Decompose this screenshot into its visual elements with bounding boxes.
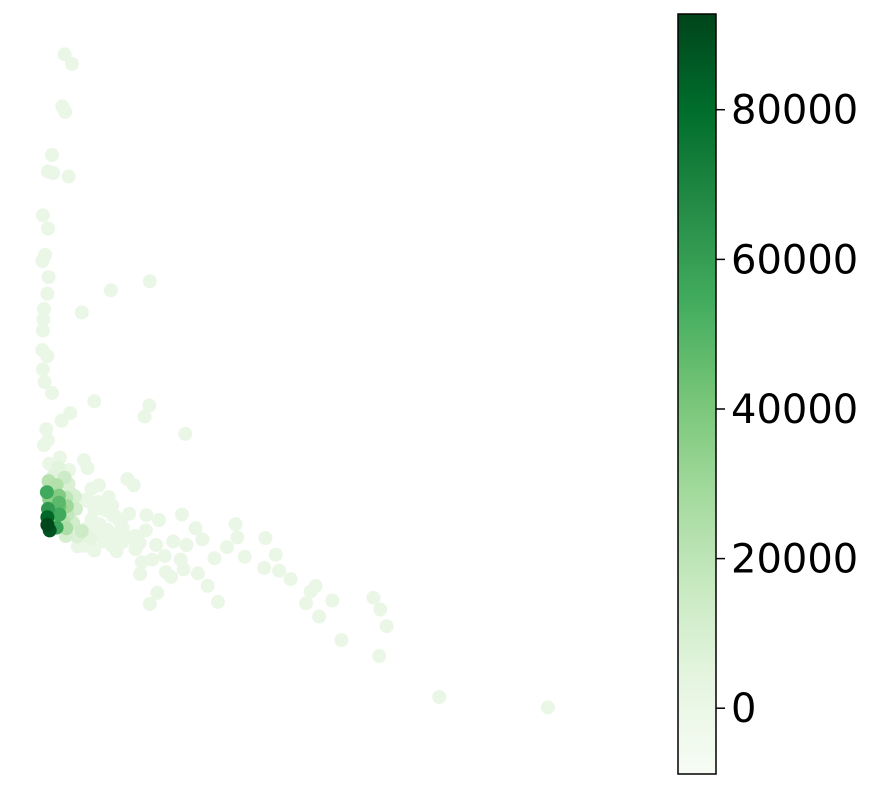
- scatter-point: [268, 547, 283, 562]
- scatter-point: [128, 529, 142, 543]
- scatter-point: [308, 578, 323, 593]
- scatter-point: [39, 422, 54, 437]
- scatter-point: [164, 569, 178, 584]
- scatter-point: [195, 532, 210, 547]
- scatter-point: [188, 521, 203, 536]
- scatter-point: [373, 602, 388, 617]
- colorbar-tick-label: 80000: [731, 88, 858, 134]
- colorbar: 0 20000 40000 60000 80000: [677, 13, 858, 775]
- scatter-point: [166, 534, 181, 549]
- scatter-point: [61, 169, 76, 184]
- scatter-point: [283, 572, 298, 586]
- scatter-point: [312, 609, 327, 624]
- scatter-point: [540, 700, 555, 715]
- scatter-point: [35, 208, 50, 223]
- scatter-point: [40, 349, 55, 364]
- scatter-point: [176, 562, 191, 577]
- scatter-point: [258, 531, 273, 545]
- scatter-point: [179, 538, 194, 552]
- scatter-point: [149, 538, 164, 552]
- scatter-point: [142, 398, 157, 413]
- scatter-point: [41, 221, 55, 236]
- scatter-point: [190, 566, 205, 581]
- scatter-point: [54, 413, 69, 428]
- colorbar-ticks: 0 20000 40000 60000 80000: [716, 88, 858, 732]
- scatter-point: [174, 507, 189, 522]
- scatter-point: [299, 596, 313, 611]
- scatter-point: [74, 305, 89, 320]
- scatter-point: [138, 523, 153, 538]
- colorbar-gradient: [678, 14, 716, 774]
- scatter-point: [74, 524, 89, 539]
- scatter-point: [51, 495, 66, 510]
- scatter-point: [91, 478, 106, 493]
- scatter-point: [142, 597, 157, 611]
- scatter-point: [157, 549, 172, 564]
- colorbar-tick-label: 60000: [731, 237, 858, 283]
- scatter-point: [237, 549, 252, 564]
- scatter-point: [58, 104, 73, 119]
- scatter-point: [228, 517, 243, 532]
- scatter-point: [257, 560, 272, 575]
- scatter-point: [108, 509, 123, 524]
- scatter-point: [334, 633, 349, 648]
- scatter-point: [207, 551, 222, 566]
- scatter-point: [41, 270, 56, 285]
- scatter-point: [325, 593, 340, 608]
- scatter-point: [122, 506, 137, 521]
- scatter-point: [210, 594, 225, 609]
- scatter-point: [372, 649, 387, 663]
- scatter-point: [52, 507, 67, 522]
- scatter-point: [103, 283, 118, 298]
- scatter-point: [37, 374, 52, 389]
- scatter-point: [128, 542, 143, 557]
- scatter-point: [178, 426, 193, 441]
- scatter-point: [137, 409, 152, 424]
- scatter-point: [35, 254, 50, 269]
- scatter-point: [78, 492, 93, 507]
- scatter-point: [379, 619, 394, 634]
- scatter-point: [40, 517, 55, 532]
- scatter-point: [105, 498, 120, 513]
- scatter-point: [65, 57, 79, 71]
- colorbar-tick-label: 0: [731, 686, 756, 732]
- scatter-point: [432, 690, 447, 704]
- scatter-point: [57, 47, 72, 62]
- scatter-point: [49, 478, 64, 493]
- scatter-point: [134, 555, 149, 570]
- scatter-point: [100, 522, 115, 537]
- scatter-point: [40, 286, 55, 301]
- scatter-point: [272, 563, 287, 578]
- scatter-point: [152, 513, 166, 527]
- scatter-point: [35, 323, 50, 338]
- scatter-point: [37, 302, 51, 316]
- scatter-point: [150, 585, 165, 600]
- scatter-point: [45, 386, 59, 400]
- scatter-point: [87, 543, 102, 558]
- scatter-point: [220, 540, 234, 555]
- scatter-point: [230, 530, 245, 545]
- scatter-point: [45, 148, 59, 162]
- scatter-point: [133, 567, 148, 582]
- colorbar-tick-label: 40000: [731, 387, 858, 433]
- scatter-point: [142, 274, 157, 289]
- scatter-point: [139, 508, 154, 523]
- scatter-point: [109, 544, 124, 559]
- colorbar-tick-label: 20000: [731, 537, 858, 583]
- scatter-points: [35, 47, 555, 715]
- scatter-point: [80, 461, 95, 475]
- scatter-point: [366, 590, 381, 605]
- scatter-point: [200, 578, 215, 593]
- scatter-point: [46, 166, 61, 180]
- scatter-point: [36, 312, 51, 327]
- scatter-point: [87, 394, 102, 409]
- scatter-point: [126, 478, 141, 493]
- scatter-point: [35, 362, 50, 377]
- scatter-point: [39, 485, 54, 500]
- colorbar-frame: [677, 13, 717, 775]
- scatter-point: [37, 438, 51, 453]
